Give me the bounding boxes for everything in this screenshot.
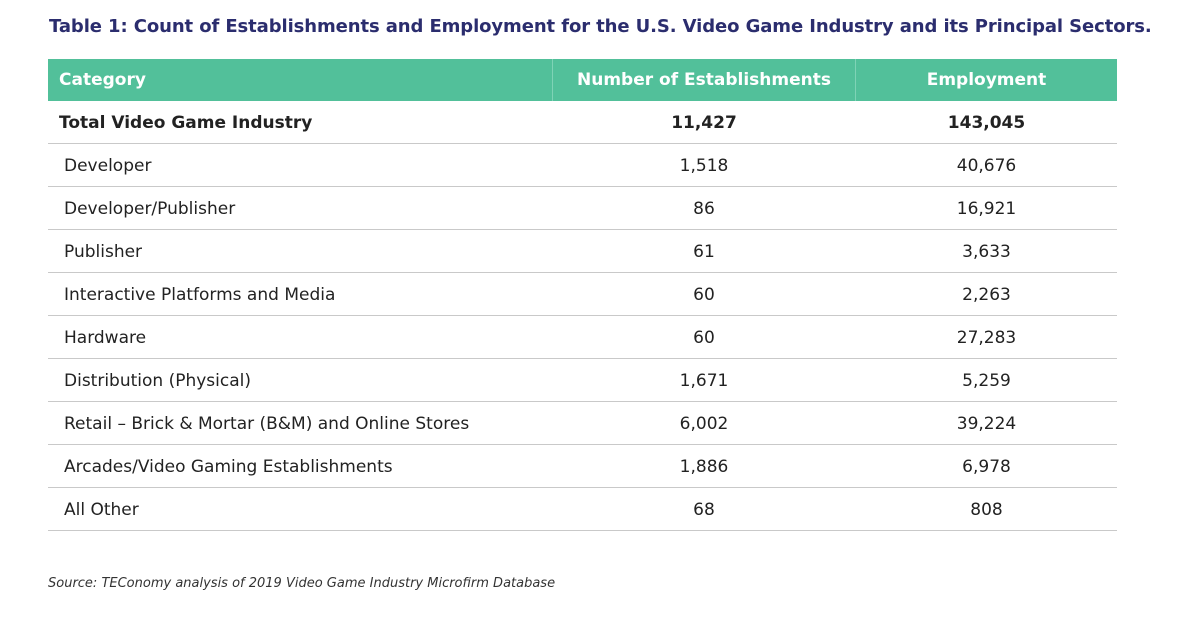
table-row: Arcades/Video Gaming Establishments 1,88… [48, 445, 1117, 488]
row-establishments: 60 [693, 284, 715, 305]
row-employment: 5,259 [962, 370, 1011, 391]
table-header: Category Number of Establishments Employ… [48, 59, 1117, 101]
row-category: All Other [64, 499, 139, 520]
table-row: All Other 68 808 [48, 488, 1117, 531]
row-establishments: 11,427 [671, 112, 737, 133]
row-establishments: 86 [693, 198, 715, 219]
row-employment: 143,045 [947, 112, 1026, 133]
row-employment: 27,283 [956, 327, 1017, 348]
row-employment: 40,676 [956, 155, 1017, 176]
row-establishments: 61 [693, 241, 715, 262]
row-category: Distribution (Physical) [64, 370, 251, 391]
row-category: Developer/Publisher [64, 198, 236, 219]
row-establishments: 68 [693, 499, 715, 520]
row-employment: 3,633 [962, 241, 1011, 262]
source-note: Source: TEConomy analysis of 2019 Video … [48, 576, 556, 591]
header-category: Category [59, 70, 146, 90]
row-employment: 16,921 [956, 198, 1017, 219]
row-employment: 2,263 [962, 284, 1011, 305]
header-employment: Employment [926, 70, 1047, 90]
row-category: Developer [64, 155, 152, 176]
table-row: Developer 1,518 40,676 [48, 144, 1117, 187]
data-table: Category Number of Establishments Employ… [48, 59, 1117, 531]
table-row: Publisher 61 3,633 [48, 230, 1117, 273]
row-category: Arcades/Video Gaming Establishments [64, 456, 393, 477]
header-establishments: Number of Establishments [552, 59, 856, 101]
row-category: Total Video Game Industry [59, 112, 313, 133]
row-category: Publisher [64, 241, 143, 262]
row-category: Hardware [64, 327, 147, 348]
row-category: Interactive Platforms and Media [64, 284, 336, 305]
row-establishments: 1,671 [679, 370, 729, 391]
row-establishments: 1,886 [679, 456, 729, 477]
row-establishments: 60 [693, 327, 715, 348]
table-row: Developer/Publisher 86 16,921 [48, 187, 1117, 230]
table-row: Retail – Brick & Mortar (B&M) and Online… [48, 402, 1117, 445]
row-employment: 6,978 [962, 456, 1011, 477]
table-row: Hardware 60 27,283 [48, 316, 1117, 359]
table-row: Interactive Platforms and Media 60 2,263 [48, 273, 1117, 316]
table-title: Table 1: Count of Establishments and Emp… [49, 16, 1152, 37]
row-employment: 39,224 [956, 413, 1017, 434]
table-row: Distribution (Physical) 1,671 5,259 [48, 359, 1117, 402]
row-category: Retail – Brick & Mortar (B&M) and Online… [64, 413, 470, 434]
row-employment: 808 [970, 499, 1003, 520]
row-establishments: 1,518 [679, 155, 729, 176]
table-row-total: Total Video Game Industry 11,427 143,045 [48, 101, 1117, 144]
row-establishments: 6,002 [679, 413, 729, 434]
